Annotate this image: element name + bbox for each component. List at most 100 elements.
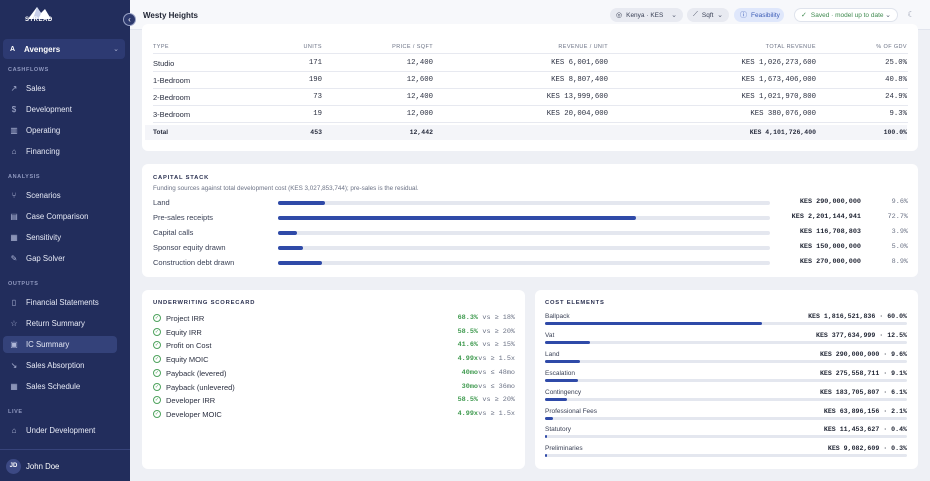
capital-stack-percent: 8.9% [891, 258, 908, 266]
scorecard-row: ✓ Developer IRR 58.5% vs ≥ 20% [153, 396, 515, 408]
region-selector[interactable]: ◎ Kenya · KES ⌄ [610, 8, 683, 22]
scorecard-target: vs ≥ 20% [482, 396, 515, 405]
scorecard-value: 41.6% [457, 341, 478, 350]
check-circle-icon: ✓ [153, 355, 161, 364]
row-divider [153, 88, 908, 89]
table-cell-rev_unit: KES 6,001,600 [551, 59, 608, 67]
scorecard-metric: Payback (unlevered) [166, 382, 235, 392]
sidebar-item-financial-statements[interactable]: ▯ Financial Statements [3, 294, 117, 311]
sidebar-item-sensitivity[interactable]: ▦ Sensitivity [3, 229, 117, 246]
total-label: Total [153, 129, 169, 136]
check-circle-icon: ✓ [153, 382, 161, 391]
cost-element-bar [545, 322, 763, 325]
brand-name: STREAD [25, 17, 53, 23]
sidebar-item-sales-absorption[interactable]: ↘ Sales Absorption [3, 357, 117, 374]
sidebar-item-label: Sales [26, 84, 46, 93]
scorecard-row: ✓ Payback (levered) 40mo vs ≤ 48mo [153, 368, 515, 381]
sidebar-item-under-development[interactable]: ⌂ Under Development [3, 422, 117, 439]
cost-element-label: Contingency [545, 388, 582, 396]
scorecard-row: ✓ Equity IRR 58.5% vs ≥ 20% [153, 327, 515, 340]
sidebar-item-label: Return Summary [26, 319, 85, 328]
capital-stack-bar [278, 201, 326, 205]
cost-element-amount: KES 9,082,609 · 0.3% [827, 445, 907, 453]
total-revenue: KES 4,101,726,400 [749, 129, 816, 136]
bank-icon: ⌂ [11, 147, 17, 156]
sidebar-item-financing[interactable]: ⌂ Financing [3, 143, 117, 160]
scorecard-value: 68.3% [457, 314, 478, 322]
save-status-label: Saved · model up to date [810, 11, 884, 19]
cost-element-label: Escalation [545, 369, 575, 377]
scorecard-metric: Payback (levered) [166, 368, 227, 378]
scorecard-metric: Profit on Cost [166, 341, 212, 351]
save-status[interactable]: ✓ Saved · model up to date ⌄ [794, 8, 898, 22]
capital-stack-bar-track [278, 201, 770, 205]
table-cell-pct: 40.8% [885, 76, 907, 84]
avatar[interactable]: JD [6, 459, 21, 474]
capital-stack-bar-track [278, 261, 770, 265]
scorecard-value: 4.99x [457, 409, 478, 418]
cost-element-bar [545, 397, 568, 401]
sidebar-item-sales[interactable]: ↗ Sales [3, 80, 117, 97]
sidebar-item-operating[interactable]: ▥ Operating [3, 122, 117, 139]
sidebar-item-ic-summary[interactable]: ▣ IC Summary [3, 336, 117, 353]
sidebar-item-sales-schedule[interactable]: ▦ Sales Schedule [3, 378, 117, 395]
sidebar-item-label: Sensitivity [26, 233, 62, 242]
scorecard-value: 58.5% [457, 327, 478, 336]
wrench-icon: ✎ [10, 254, 18, 263]
mode-badge[interactable]: ⓘ Feasibility [734, 8, 784, 22]
table-cell-total: KES 1,021,970,800 [741, 93, 816, 101]
cost-element-bar-track [545, 340, 907, 344]
check-circle-icon: ✓ [153, 341, 161, 350]
clipboard-icon: ▣ [10, 340, 18, 349]
capital-stack-percent: 72.7% [887, 213, 908, 221]
sidebar-item-label: Sales Absorption [26, 361, 85, 370]
sidebar-item-scenarios[interactable]: ⑂ Scenarios [3, 187, 117, 204]
theme-toggle-moon-icon[interactable]: ☾ [907, 10, 915, 19]
globe-icon: ◎ [616, 12, 623, 19]
row-divider [153, 122, 908, 123]
cost-element-bar-track [545, 378, 907, 382]
user-name[interactable]: John Doe [26, 462, 60, 471]
capital-stack-bar [278, 261, 322, 265]
cost-element-row: Vat KES 377,634,999 · 12.5% [545, 332, 907, 350]
unit-selector[interactable]: ⟋ Sqft ⌄ [687, 8, 729, 22]
collapse-sidebar-button[interactable]: ‹ [123, 13, 136, 26]
sidebar-item-label: Scenarios [26, 191, 61, 200]
capital-stack-bar [278, 216, 636, 220]
chevron-down-icon: ⌄ [717, 12, 723, 19]
capital-stack-amount: KES 2,201,144,941 [791, 213, 861, 221]
column-header: REVENUE / UNIT [558, 44, 608, 50]
mode-label: Feasibility [751, 11, 780, 19]
sidebar-item-label: Financial Statements [26, 298, 99, 307]
workspace-switcher[interactable]: A Avengers ⌄ [3, 39, 125, 59]
capital-stack-row: Land KES 290,000,000 9.6% [153, 197, 908, 209]
ruler-icon: ⟋ [693, 11, 698, 18]
sidebar-item-return-summary[interactable]: ☆ Return Summary [3, 315, 117, 332]
sidebar-item-development[interactable]: $ Development [3, 101, 117, 118]
table-cell-total: KES 380,076,000 [750, 110, 816, 118]
table-cell-units: 171 [308, 59, 322, 67]
column-header: UNITS [303, 44, 322, 50]
scorecard-metric: Developer MOIC [166, 409, 222, 419]
capital-stack-label: Pre-sales receipts [153, 213, 214, 222]
capital-stack-percent: 3.9% [891, 228, 908, 236]
scorecard-target: vs ≥ 1.5x [478, 409, 515, 418]
table-cell-pct: 25.0% [885, 59, 907, 67]
table-cell-price: 12,400 [406, 93, 433, 101]
table-cell-rev_unit: KES 20,004,000 [546, 110, 608, 118]
info-icon: ⓘ [740, 12, 747, 19]
cost-element-bar [545, 359, 580, 363]
sidebar-item-gap-solver[interactable]: ✎ Gap Solver [3, 250, 117, 267]
cost-element-label: Vat [545, 331, 555, 339]
unit-mix-card: TYPE UNITS PRICE / SQFT REVENUE / UNIT TOTAL… [142, 24, 918, 151]
sidebar-item-case-comparison[interactable]: ▤ Case Comparison [3, 208, 117, 225]
cost-element-bar [545, 340, 591, 344]
unit-label: Sqft [701, 11, 714, 19]
cost-element-row: Professional Fees KES 63,896,156 · 2.1% [545, 408, 907, 426]
scorecard-row: ✓ Payback (unlevered) 30mo vs ≤ 36mo [153, 382, 515, 395]
table-cell-type: Studio [153, 59, 175, 68]
total-units: 453 [310, 129, 322, 136]
capital-stack-label: Construction debt drawn [153, 258, 235, 267]
cost-element-label: Preliminaries [545, 445, 583, 453]
table-cell-total: KES 1,026,273,600 [741, 59, 816, 67]
